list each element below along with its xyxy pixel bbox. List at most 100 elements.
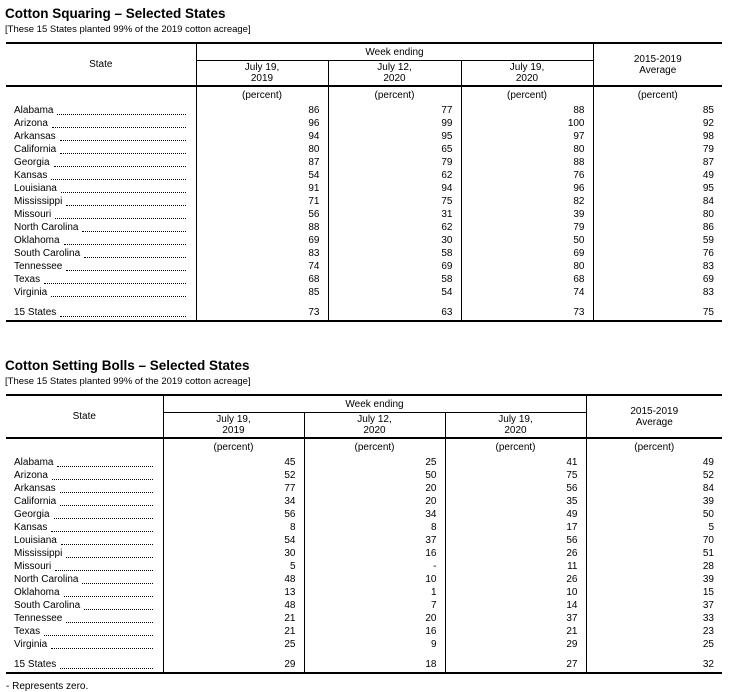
dot-leader <box>51 648 153 649</box>
table-row: Tennessee 21 20 37 33 <box>6 612 722 625</box>
table-row: Missouri 5-11 28 <box>6 560 722 573</box>
value-cell: 31 <box>327 208 461 221</box>
state-cell: 15 States <box>6 304 196 321</box>
dot-leader <box>51 127 186 128</box>
dot-leader <box>63 244 186 245</box>
state-cell: Tennessee <box>6 260 196 273</box>
value-cell: 85 <box>592 104 722 117</box>
value-cell: 29 <box>444 638 586 651</box>
value-cell: 17 <box>444 521 586 534</box>
dot-leader <box>82 231 186 232</box>
value-cell: 79 <box>460 221 593 234</box>
value-cell: 75 <box>444 469 586 482</box>
value-cell: 86 <box>592 221 722 234</box>
state-cell: Tennessee <box>6 612 163 625</box>
value-cell: 84 <box>592 195 722 208</box>
value-cell: 63 <box>327 304 461 321</box>
value-cell: 69 <box>460 247 593 260</box>
dot-leader <box>60 153 186 154</box>
value-cell: 28 <box>585 560 722 573</box>
table-row: Arizona 52 50 75 52 <box>6 469 722 482</box>
dot-leader <box>60 192 186 193</box>
state-cell: Arizona <box>6 469 163 482</box>
dot-leader <box>59 140 186 141</box>
value-cell: 54 <box>327 286 461 299</box>
value-cell: 74 <box>460 286 593 299</box>
value-cell: 50 <box>460 234 593 247</box>
header-row-2: July 19, 2019 July 12, 2020 July 19, 202… <box>6 412 722 439</box>
state-cell: Alabama <box>6 104 196 117</box>
dot-leader <box>55 570 153 571</box>
unit-label: (percent) <box>162 438 304 456</box>
state-name: Tennessee <box>14 613 63 624</box>
table-summary: 15 States 73 63 73 75 <box>6 299 722 321</box>
column-header-state: State <box>6 43 196 87</box>
value-cell: 83 <box>592 286 722 299</box>
value-cell: 48 <box>162 599 304 612</box>
dot-leader <box>51 479 153 480</box>
value-cell: 80 <box>460 260 593 273</box>
state-name: North Carolina <box>14 574 79 585</box>
state-cell: Kansas <box>6 169 196 182</box>
value-cell: 80 <box>592 208 722 221</box>
table-row: Missouri 56 31 39 80 <box>6 208 722 221</box>
value-cell: 87 <box>592 156 722 169</box>
state-cell: South Carolina <box>6 599 163 612</box>
value-cell: 97 <box>460 130 593 143</box>
state-cell: Arkansas <box>6 130 196 143</box>
cotton-squaring-section: Cotton Squaring – Selected States [These… <box>0 0 729 322</box>
value-cell: 79 <box>327 156 461 169</box>
value-cell: 21 <box>444 625 586 638</box>
value-cell: 50 <box>585 508 722 521</box>
state-name: Tennessee <box>14 261 63 272</box>
value-cell: 16 <box>303 547 445 560</box>
value-cell: 48 <box>162 573 304 586</box>
unit-label: (percent) <box>592 86 722 104</box>
value-cell: 94 <box>195 130 328 143</box>
value-cell: 99 <box>327 117 461 130</box>
value-cell: 92 <box>592 117 722 130</box>
value-cell: 54 <box>162 534 304 547</box>
table-body: Alabama 45 25 41 49 Arizona 52 50 75 52 Arkansas 77… <box>6 456 722 651</box>
state-cell: Texas <box>6 625 163 638</box>
column-header-average: 2015-2019 Average <box>585 395 722 439</box>
table-row: Mississippi 30 16 26 51 <box>6 547 722 560</box>
state-name: Alabama <box>14 457 54 468</box>
page-title: Cotton Squaring – Selected States <box>5 6 226 21</box>
state-name: Arizona <box>14 118 48 129</box>
table-row: Oklahoma 69 30 50 59 <box>6 234 722 247</box>
value-cell: 95 <box>327 130 461 143</box>
state-name: Georgia <box>14 509 50 520</box>
column-header-average: 2015-2019 Average <box>592 43 722 87</box>
table-row: Louisiana 54 37 56 70 <box>6 534 722 547</box>
value-cell: 20 <box>303 612 445 625</box>
state-name: Texas <box>14 626 41 637</box>
value-cell: 56 <box>444 482 586 495</box>
dot-leader <box>55 218 186 219</box>
value-cell: 52 <box>162 469 304 482</box>
total-row: 15 States 29 18 27 32 <box>6 656 722 673</box>
value-cell: 37 <box>303 534 445 547</box>
value-cell: 87 <box>195 156 328 169</box>
table-row: Georgia 56 34 49 50 <box>6 508 722 521</box>
unit-empty-cell <box>6 438 163 456</box>
dot-leader <box>51 531 153 532</box>
value-cell: - <box>303 560 445 573</box>
value-cell: 1 <box>303 586 445 599</box>
dot-leader <box>63 596 153 597</box>
state-cell: Missouri <box>6 208 196 221</box>
state-name: Virginia <box>14 639 48 650</box>
spacer-row <box>6 299 722 304</box>
unit-label: (percent) <box>460 86 593 104</box>
value-cell: 26 <box>444 547 586 560</box>
value-cell: 54 <box>195 169 328 182</box>
dot-leader <box>66 557 153 558</box>
table-row: Virginia 85 54 74 83 <box>6 286 722 299</box>
table-row: Virginia 25 9 29 25 <box>6 638 722 651</box>
total-label: 15 States <box>14 658 57 670</box>
table-row: Arkansas 94 95 97 98 <box>6 130 722 143</box>
value-cell: 30 <box>162 547 304 560</box>
table-body: Alabama 86 77 88 85 Arizona 96 99 100 92 Arkansas 9… <box>6 104 722 299</box>
state-name: North Carolina <box>14 222 79 233</box>
value-cell: 84 <box>585 482 722 495</box>
